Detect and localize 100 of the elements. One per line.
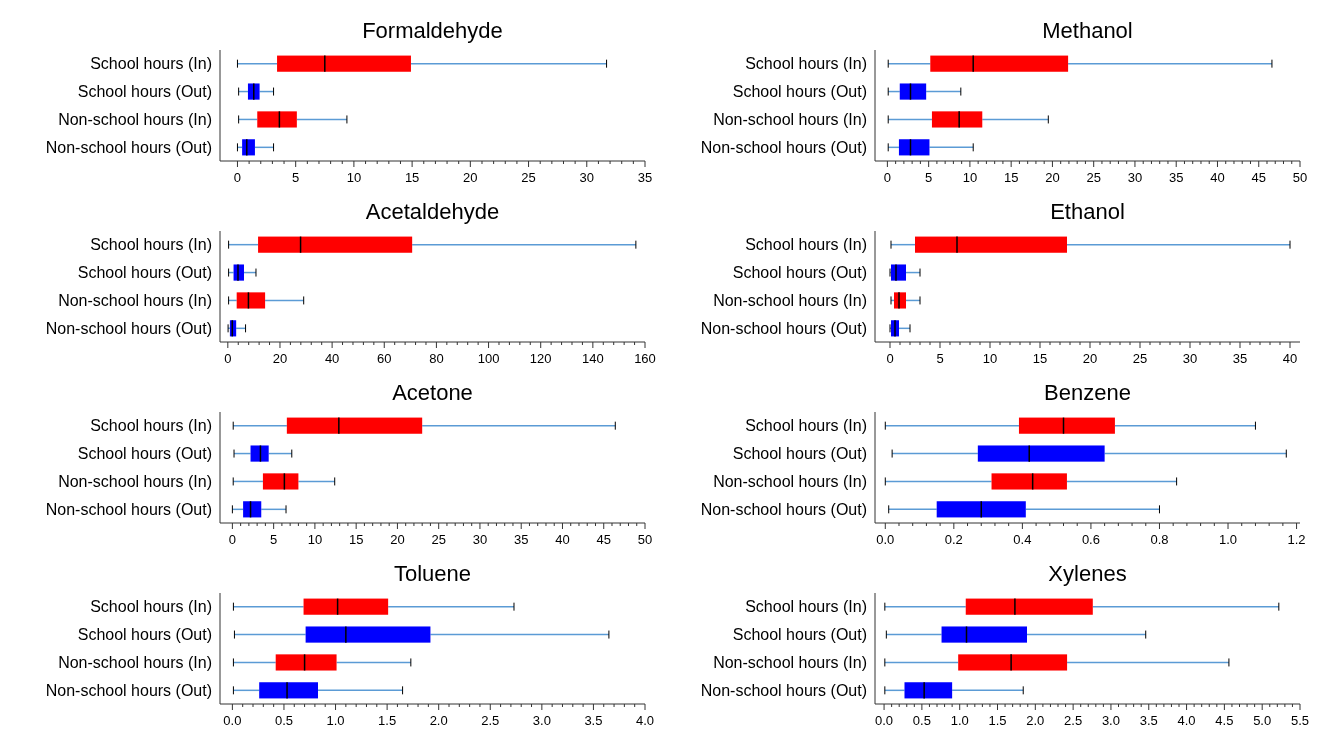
chart-title: Xylenes bbox=[1048, 561, 1127, 586]
x-tick-label: 160 bbox=[634, 351, 656, 366]
x-tick-label: 4.0 bbox=[635, 713, 655, 728]
x-tick-label: 5 bbox=[292, 170, 300, 185]
y-tick-label: Non-school hours (In) bbox=[713, 654, 867, 672]
x-tick-label: 1.0 bbox=[326, 713, 345, 728]
x-tick-label: 20 bbox=[1045, 170, 1060, 185]
x-tick-label: 25 bbox=[431, 532, 446, 547]
y-tick-label: Non-school hours (In) bbox=[58, 111, 212, 129]
y-tick-label: Non-school hours (In) bbox=[713, 111, 867, 129]
x-tick-label: 0.5 bbox=[274, 713, 293, 728]
x-tick-label: 2.5 bbox=[481, 713, 500, 728]
x-tick-label: 5 bbox=[936, 351, 944, 366]
y-tick-label: School hours (Out) bbox=[77, 626, 212, 644]
y-tick-label: School hours (Out) bbox=[732, 264, 867, 282]
x-tick-label: 10 bbox=[962, 170, 978, 185]
chart-title: Methanol bbox=[1042, 18, 1133, 43]
x-tick-label: 1.0 bbox=[1218, 532, 1238, 547]
x-tick-label: 40 bbox=[555, 532, 570, 547]
x-tick-label: 50 bbox=[637, 532, 653, 547]
x-tick-label: 20 bbox=[463, 170, 478, 185]
x-tick-label: 40 bbox=[1282, 351, 1298, 366]
x-tick-label: 0.0 bbox=[223, 713, 242, 728]
y-tick-label: School hours (In) bbox=[745, 598, 867, 616]
x-tick-label: 1.5 bbox=[988, 713, 1007, 728]
y-tick-label: Non-school hours (In) bbox=[58, 292, 212, 310]
x-tick-label: 80 bbox=[429, 351, 444, 366]
x-tick-label: 50 bbox=[1292, 170, 1308, 185]
x-tick-label: 0.4 bbox=[1013, 532, 1032, 547]
x-tick-label: 0.0 bbox=[876, 532, 895, 547]
y-tick-label: School hours (Out) bbox=[77, 264, 212, 282]
y-tick-label: Non-school hours (In) bbox=[58, 473, 212, 491]
y-tick-label: Non-school hours (Out) bbox=[45, 138, 212, 156]
x-tick-label: 5 bbox=[925, 170, 933, 185]
x-tick-label: 1.2 bbox=[1287, 532, 1306, 547]
x-tick-label: 1.5 bbox=[378, 713, 397, 728]
x-tick-label: 35 bbox=[1168, 170, 1184, 185]
x-tick-label: 30 bbox=[472, 532, 488, 547]
y-tick-label: School hours (In) bbox=[90, 55, 212, 73]
chart-title: Ethanol bbox=[1050, 199, 1125, 224]
x-tick-label: 4.0 bbox=[1177, 713, 1196, 728]
x-tick-label: 10 bbox=[307, 532, 323, 547]
x-tick-label: 1.0 bbox=[950, 713, 969, 728]
x-tick-label: 35 bbox=[637, 170, 653, 185]
y-tick-label: School hours (Out) bbox=[732, 83, 867, 101]
y-tick-label: Non-school hours (Out) bbox=[45, 500, 212, 518]
x-tick-label: 25 bbox=[521, 170, 536, 185]
x-tick-label: 0.2 bbox=[944, 532, 963, 547]
y-tick-label: School hours (Out) bbox=[77, 445, 212, 463]
x-tick-label: 35 bbox=[1232, 351, 1248, 366]
x-tick-label: 0.6 bbox=[1081, 532, 1100, 547]
y-tick-label: Non-school hours (Out) bbox=[45, 319, 212, 337]
chart-title: Toluene bbox=[393, 561, 472, 586]
x-tick-label: 0 bbox=[224, 351, 232, 366]
x-tick-label: 60 bbox=[377, 351, 392, 366]
chart-title: Acetone bbox=[392, 380, 473, 405]
x-tick-label: 0.5 bbox=[912, 713, 931, 728]
y-tick-label: School hours (Out) bbox=[732, 626, 867, 644]
y-tick-label: Non-school hours (Out) bbox=[45, 681, 212, 699]
x-tick-label: 5.5 bbox=[1290, 713, 1310, 728]
x-tick-label: 0 bbox=[228, 532, 236, 547]
x-tick-label: 15 bbox=[348, 532, 364, 547]
x-tick-label: 100 bbox=[477, 351, 500, 366]
y-tick-label: Non-school hours (Out) bbox=[700, 319, 867, 337]
x-tick-label: 5.0 bbox=[1253, 713, 1272, 728]
x-tick-label: 0 bbox=[886, 351, 894, 366]
x-tick-label: 3.5 bbox=[584, 713, 603, 728]
x-tick-label: 15 bbox=[1003, 170, 1019, 185]
x-tick-label: 40 bbox=[1210, 170, 1225, 185]
x-tick-label: 30 bbox=[579, 170, 595, 185]
y-tick-label: Non-school hours (In) bbox=[713, 473, 867, 491]
y-tick-label: Non-school hours (Out) bbox=[700, 500, 867, 518]
x-tick-label: 120 bbox=[529, 351, 552, 366]
x-tick-label: 140 bbox=[582, 351, 604, 366]
x-tick-label: 0.0 bbox=[875, 713, 894, 728]
x-tick-label: 5 bbox=[270, 532, 278, 547]
y-tick-label: School hours (Out) bbox=[77, 83, 212, 101]
x-tick-label: 20 bbox=[1082, 351, 1098, 366]
x-tick-label: 45 bbox=[596, 532, 611, 547]
x-tick-label: 10 bbox=[346, 170, 362, 185]
y-tick-label: Non-school hours (In) bbox=[58, 654, 212, 672]
x-tick-label: 2.0 bbox=[1026, 713, 1045, 728]
x-tick-label: 30 bbox=[1182, 351, 1198, 366]
x-tick-label: 0 bbox=[233, 170, 242, 185]
x-tick-label: 2.5 bbox=[1064, 713, 1083, 728]
x-tick-label: 15 bbox=[1032, 351, 1048, 366]
x-tick-label: 25 bbox=[1086, 170, 1101, 185]
y-tick-label: School hours (In) bbox=[90, 236, 212, 254]
y-tick-label: School hours (Out) bbox=[732, 445, 867, 463]
x-tick-label: 3.0 bbox=[532, 713, 551, 728]
x-tick-label: 40 bbox=[324, 351, 340, 366]
x-tick-label: 45 bbox=[1251, 170, 1266, 185]
y-tick-label: School hours (In) bbox=[745, 55, 867, 73]
x-tick-label: 0 bbox=[883, 170, 891, 185]
x-tick-label: 20 bbox=[390, 532, 405, 547]
x-tick-label: 20 bbox=[272, 351, 288, 366]
x-tick-label: 15 bbox=[404, 170, 420, 185]
x-tick-label: 3.0 bbox=[1101, 713, 1120, 728]
y-tick-label: Non-school hours (Out) bbox=[700, 681, 867, 699]
x-tick-label: 35 bbox=[513, 532, 529, 547]
